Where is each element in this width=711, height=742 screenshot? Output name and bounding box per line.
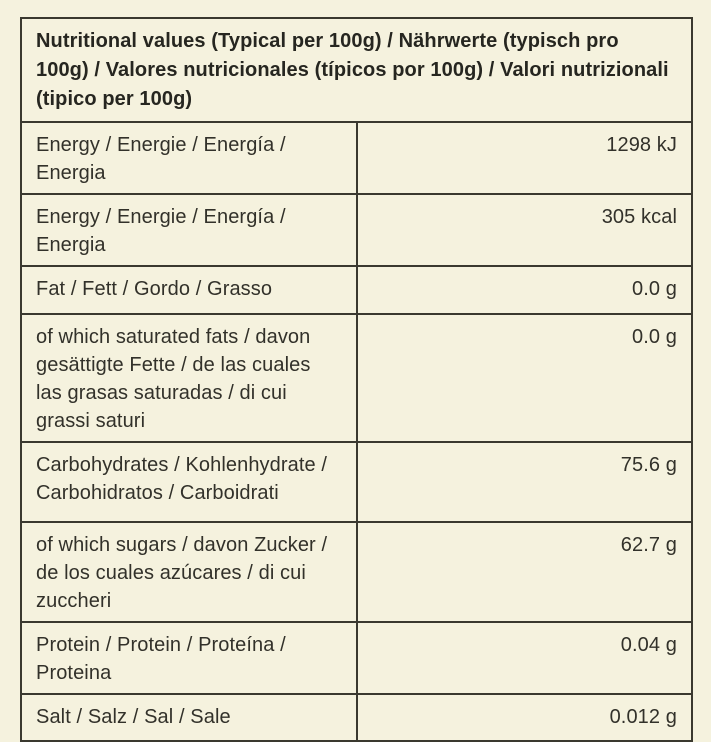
- nutrient-label: Salt / Salz / Sal / Sale: [20, 693, 358, 742]
- nutrition-table-header: Nutritional values (Typical per 100g) / …: [20, 17, 693, 123]
- nutrient-value: 62.7 g: [355, 521, 693, 623]
- table-row: of which sugars / davon Zucker / de los …: [20, 521, 693, 623]
- table-row: of which saturated fats / davon gesättig…: [20, 313, 693, 443]
- table-row: Energy / Energie / Energía / Energia 129…: [20, 121, 693, 195]
- table-row: Carbohydrates / Kohlenhydrate / Carbohid…: [20, 441, 693, 523]
- nutrient-label: of which saturated fats / davon gesättig…: [20, 313, 358, 443]
- nutrition-table: Nutritional values (Typical per 100g) / …: [20, 17, 693, 742]
- nutrient-value: 0.012 g: [355, 693, 693, 742]
- nutrient-label: Carbohydrates / Kohlenhydrate / Carbohid…: [20, 441, 358, 523]
- title-row: Nutritional values (Typical per 100g) / …: [20, 17, 693, 123]
- nutrient-label: Energy / Energie / Energía / Energia: [20, 121, 358, 195]
- nutrient-value: 0.0 g: [355, 265, 693, 315]
- nutrient-label: Energy / Energie / Energía / Energia: [20, 193, 358, 267]
- nutrient-value: 75.6 g: [355, 441, 693, 523]
- nutrient-value: 0.04 g: [355, 621, 693, 695]
- table-title: Nutritional values (Typical per 100g) / …: [20, 17, 693, 123]
- nutrition-label-page: { "colors": { "background": "#f5f2de", "…: [20, 17, 693, 742]
- table-row: Salt / Salz / Sal / Sale 0.012 g: [20, 693, 693, 742]
- nutrition-table-body: Energy / Energie / Energía / Energia 129…: [20, 121, 693, 742]
- nutrient-value: 305 kcal: [355, 193, 693, 267]
- nutrient-label: of which sugars / davon Zucker / de los …: [20, 521, 358, 623]
- table-row: Fat / Fett / Gordo / Grasso 0.0 g: [20, 265, 693, 315]
- nutrient-label: Fat / Fett / Gordo / Grasso: [20, 265, 358, 315]
- nutrient-label: Protein / Protein / Proteína / Proteina: [20, 621, 358, 695]
- nutrient-value: 0.0 g: [355, 313, 693, 443]
- nutrient-value: 1298 kJ: [355, 121, 693, 195]
- table-row: Protein / Protein / Proteína / Proteina …: [20, 621, 693, 695]
- table-row: Energy / Energie / Energía / Energia 305…: [20, 193, 693, 267]
